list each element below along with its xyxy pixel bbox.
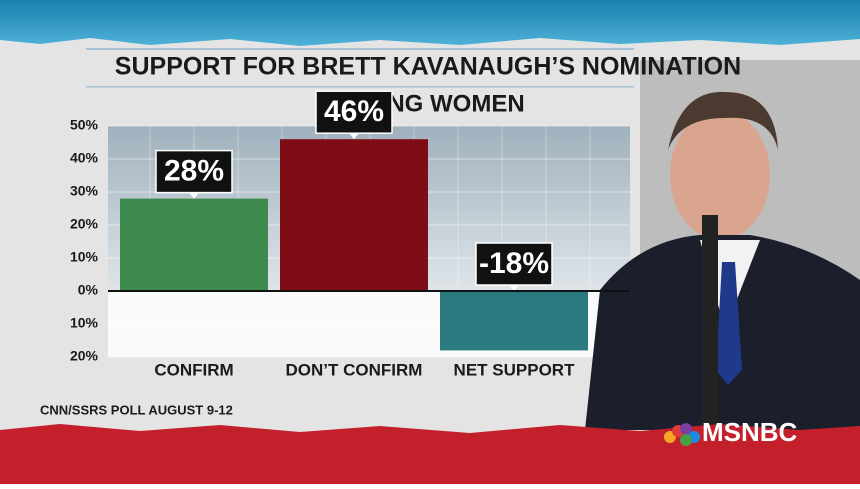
x-tick-label: NET SUPPORT bbox=[454, 360, 576, 379]
photo-tie bbox=[716, 262, 742, 385]
value-label-pointer bbox=[509, 285, 519, 291]
value-label-box bbox=[315, 90, 393, 134]
value-label-box bbox=[155, 149, 233, 194]
logo-mark bbox=[664, 423, 700, 446]
value-label-pointer bbox=[349, 133, 359, 140]
y-tick-label: 0% bbox=[78, 282, 99, 298]
value-label: 28% bbox=[164, 155, 224, 188]
value-label-box bbox=[475, 242, 553, 286]
x-tick-label: CONFIRM bbox=[154, 360, 233, 379]
x-tick-label: DON’T CONFIRM bbox=[286, 360, 423, 379]
y-tick-label: 20% bbox=[70, 216, 99, 232]
y-tick-label: 40% bbox=[70, 150, 99, 166]
logo: MSNBC bbox=[702, 417, 798, 447]
torn-edge bbox=[0, 38, 860, 50]
bar bbox=[280, 139, 428, 291]
title-rule bbox=[86, 48, 634, 50]
value-label-pointer bbox=[189, 192, 199, 199]
title-rule bbox=[86, 86, 634, 88]
y-tick-label: 10% bbox=[70, 249, 99, 265]
source: CNN/SSRS POLL AUGUST 9-12 bbox=[40, 402, 233, 417]
y-tick-label: 30% bbox=[70, 183, 99, 199]
bar bbox=[440, 291, 588, 351]
value-label: -18% bbox=[479, 247, 549, 280]
y-tick-label: 20% bbox=[70, 348, 99, 364]
y-tick-label: 50% bbox=[70, 117, 99, 133]
y-tick-label: 10% bbox=[70, 315, 99, 331]
bar bbox=[120, 198, 268, 291]
value-label: 46% bbox=[324, 95, 384, 128]
bottom-band bbox=[0, 424, 860, 484]
chart-title: SUPPORT FOR BRETT KAVANAUGH’S NOMINATION bbox=[115, 53, 741, 81]
photo-hair bbox=[668, 91, 778, 150]
photo-face bbox=[670, 110, 770, 240]
photo-mic bbox=[702, 215, 718, 430]
top-band bbox=[0, 0, 860, 46]
